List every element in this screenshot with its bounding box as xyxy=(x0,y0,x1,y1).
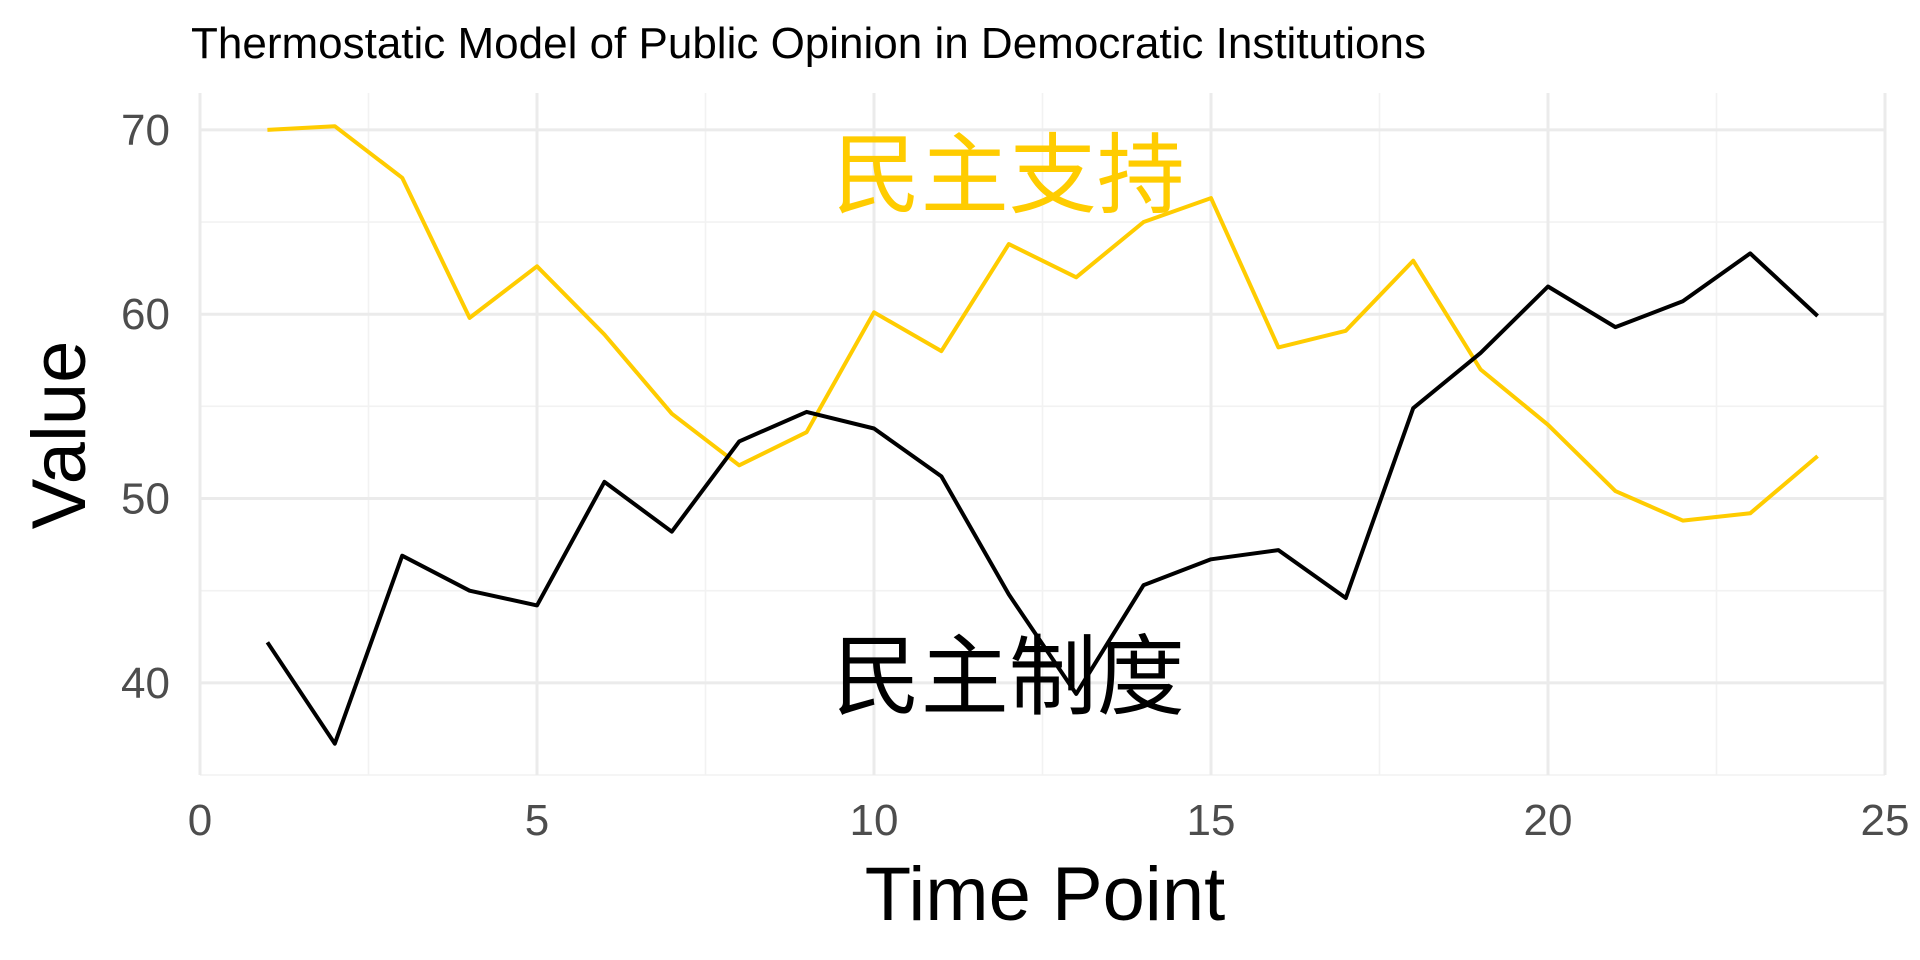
series-label-0: 民主支持 xyxy=(833,124,1185,227)
y-axis-title: Value xyxy=(17,341,102,530)
y-tick-label: 60 xyxy=(121,290,170,339)
chart-title: Thermostatic Model of Public Opinion in … xyxy=(191,19,1426,68)
series-line-1 xyxy=(265,251,1819,746)
y-tick-labels: 40 50 60 70 xyxy=(121,106,170,708)
x-tick-label: 10 xyxy=(850,796,899,845)
x-tick-label: 15 xyxy=(1187,796,1236,845)
series-label-1: 民主制度 xyxy=(833,625,1185,728)
x-tick-label: 20 xyxy=(1524,796,1573,845)
major-gridlines xyxy=(198,93,1887,775)
y-tick-label: 70 xyxy=(121,106,170,155)
x-tick-label: 25 xyxy=(1861,796,1910,845)
x-tick-label: 0 xyxy=(188,796,212,845)
x-tick-labels: 0 5 10 15 20 25 xyxy=(188,796,1910,845)
series-layer xyxy=(265,124,1819,746)
y-tick-label: 50 xyxy=(121,475,170,524)
minor-gridlines xyxy=(200,93,1885,776)
x-tick-label: 5 xyxy=(525,796,549,845)
y-tick-label: 40 xyxy=(121,659,170,708)
x-axis-title: Time Point xyxy=(865,852,1225,937)
series-line-0 xyxy=(267,124,1819,523)
